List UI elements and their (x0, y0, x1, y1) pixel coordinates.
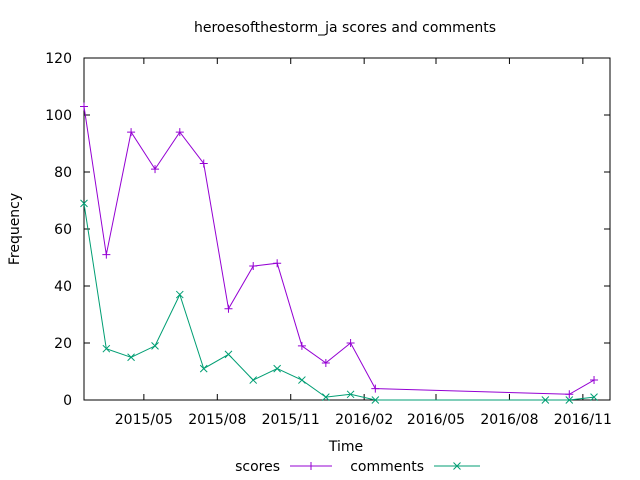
y-tick-label: 120 (45, 51, 72, 67)
data-point (297, 341, 306, 350)
data-point (249, 262, 258, 271)
data-point (151, 341, 159, 350)
series-scores (80, 102, 599, 399)
data-point (346, 390, 355, 399)
data-point (371, 396, 380, 404)
x-tick-label: 2016/08 (480, 412, 538, 428)
data-point (565, 396, 574, 404)
plot-frame (83, 57, 611, 401)
data-point (175, 290, 184, 299)
data-point (102, 344, 111, 353)
x-tick-label: 2015/11 (262, 412, 320, 428)
data-point (127, 353, 135, 362)
x-axis: 2015/05 2015/08 2015/11 2016/02 2016/05 2016/… (115, 58, 612, 428)
series-line-scores (83, 106, 595, 395)
x-tick-label: 2016/11 (554, 412, 612, 428)
legend: scores comments (235, 459, 480, 475)
legend-label-scores: scores (235, 459, 280, 475)
data-point (199, 364, 208, 373)
data-point (541, 396, 550, 404)
y-tick-label: 60 (54, 222, 72, 238)
data-point (199, 159, 208, 168)
y-axis-label: Frequency (7, 193, 23, 265)
series-layer (80, 102, 599, 404)
data-point (273, 259, 282, 268)
data-point (175, 128, 184, 137)
data-point (80, 199, 88, 208)
chart-title: heroesofthestorm_ja scores and comments (194, 20, 496, 36)
data-point (453, 462, 461, 470)
legend-label-comments: comments (350, 459, 424, 475)
data-point (565, 390, 574, 399)
y-tick-label: 20 (54, 336, 72, 352)
data-point (298, 376, 306, 384)
data-point (151, 165, 160, 174)
y-tick-label: 40 (54, 279, 72, 295)
y-tick-label: 100 (45, 108, 72, 124)
data-point (127, 128, 136, 137)
data-point (80, 102, 88, 111)
series-line-comments (83, 203, 595, 401)
data-point (590, 393, 598, 402)
y-axis: 0 20 40 60 80 100 120 (45, 51, 610, 409)
x-tick-label: 2016/05 (407, 412, 465, 428)
data-point (307, 462, 315, 470)
data-point (590, 376, 599, 385)
data-point (224, 350, 233, 359)
data-point (321, 358, 330, 367)
series-comments (80, 199, 598, 404)
x-axis-label: Time (328, 439, 363, 455)
data-point (346, 339, 355, 347)
y-tick-label: 80 (54, 165, 72, 181)
data-point (249, 376, 258, 384)
data-point (224, 304, 233, 313)
x-tick-label: 2016/02 (335, 412, 393, 428)
x-tick-label: 2015/05 (115, 412, 173, 428)
data-point (102, 250, 111, 259)
x-tick-label: 2015/08 (188, 412, 246, 428)
data-point (371, 384, 380, 393)
y-tick-label: 0 (63, 393, 72, 409)
data-point (273, 364, 282, 373)
data-point (321, 393, 330, 402)
